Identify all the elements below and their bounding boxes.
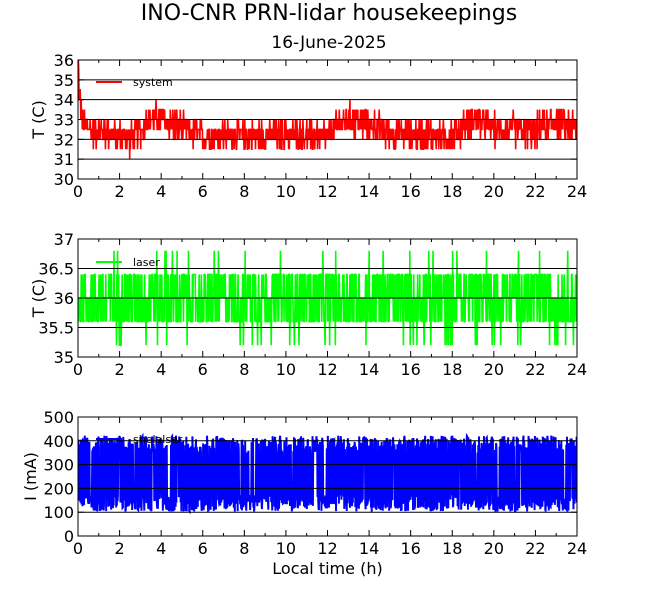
x-tick-label: 8 [239,360,249,379]
x-tick-label: 18 [442,360,462,379]
y-tick-label: 37 [54,230,74,249]
x-tick-label: 20 [484,360,504,379]
series-line-system [78,60,577,160]
y-tick-label: 33 [54,111,74,130]
x-tick-label: 22 [525,360,545,379]
y-tick-label: 36.5 [38,260,74,279]
y-tick-label: 35 [54,348,74,367]
legend-label: laser [133,256,160,269]
x-tick-label: 2 [114,182,124,201]
x-tick-label: 18 [442,182,462,201]
x-axis-label: Local time (h) [272,559,382,578]
x-tick-label: 14 [359,539,379,558]
x-tick-label: 4 [156,182,166,201]
y-tick-label: 31 [54,150,74,169]
x-tick-label: 24 [567,539,587,558]
x-tick-label: 14 [359,182,379,201]
x-tick-label: 24 [567,182,587,201]
x-tick-label: 22 [525,539,545,558]
y-tick-label: 36 [54,289,74,308]
y-tick-label: 35 [54,71,74,90]
x-tick-label: 0 [73,182,83,201]
y-axis-label: I (mA) [21,452,40,501]
y-tick-label: 0 [64,527,74,546]
chart-title: INO-CNR PRN-lidar housekeepings [141,1,517,26]
y-axis-label: T (C) [29,100,48,140]
x-tick-label: 0 [73,539,83,558]
series-line-shelalser [78,432,577,515]
y-tick-label: 36 [54,51,74,70]
x-tick-label: 20 [484,539,504,558]
x-tick-label: 18 [442,539,462,558]
x-tick-label: 0 [73,360,83,379]
x-tick-label: 12 [317,539,337,558]
x-tick-label: 16 [400,360,420,379]
x-tick-label: 4 [156,360,166,379]
x-tick-label: 20 [484,182,504,201]
y-tick-label: 500 [43,408,74,427]
y-tick-label: 30 [54,170,74,189]
x-tick-label: 8 [239,539,249,558]
x-tick-label: 6 [198,182,208,201]
x-tick-label: 14 [359,360,379,379]
y-axis-label: T (C) [29,279,48,319]
series-line-laser [78,250,577,346]
y-tick-label: 35.5 [38,319,74,338]
chart-subtitle: 16-June-2025 [271,33,386,53]
x-tick-label: 10 [276,360,296,379]
x-tick-label: 8 [239,182,249,201]
x-tick-label: 2 [114,539,124,558]
x-tick-label: 2 [114,360,124,379]
y-tick-label: 200 [43,479,74,498]
x-tick-label: 6 [198,360,208,379]
x-tick-label: 10 [276,182,296,201]
legend-label: system [133,76,173,89]
x-tick-label: 24 [567,360,587,379]
y-tick-label: 100 [43,503,74,522]
x-tick-label: 16 [400,182,420,201]
y-tick-label: 34 [54,91,74,110]
legend-label: shelalser [133,433,183,446]
x-tick-label: 12 [317,182,337,201]
y-tick-label: 300 [43,456,74,475]
x-tick-label: 22 [525,182,545,201]
x-tick-label: 6 [198,539,208,558]
x-tick-label: 10 [276,539,296,558]
x-tick-label: 16 [400,539,420,558]
y-tick-label: 400 [43,432,74,451]
x-tick-label: 12 [317,360,337,379]
x-tick-label: 4 [156,539,166,558]
y-tick-label: 32 [54,130,74,149]
